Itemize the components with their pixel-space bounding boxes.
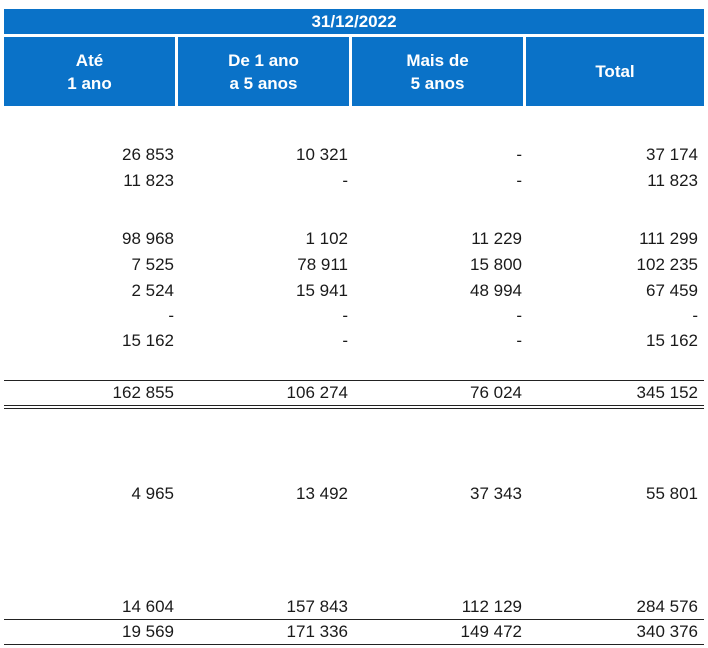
cell-mais-de-5-anos: 15 800 xyxy=(470,255,522,274)
cell-1-a-5-anos: - xyxy=(342,306,348,325)
table-row: 7 525 78 911 15 800 102 235 xyxy=(4,254,704,276)
cell-total: 67 459 xyxy=(646,281,698,300)
total-row: 19 569 171 336 149 472 340 376 xyxy=(4,621,704,643)
table-row: 4 965 13 492 37 343 55 801 xyxy=(4,483,704,505)
cell-ate-1-ano: 98 968 xyxy=(122,229,174,248)
cell-1-a-5-anos: 10 321 xyxy=(296,145,348,164)
column-header-line: a 5 anos xyxy=(229,73,298,93)
column-header-total: Total xyxy=(526,37,704,106)
cell-ate-1-ano: 14 604 xyxy=(122,597,174,616)
total-bottom-rule xyxy=(4,644,704,645)
cell-mais-de-5-anos: - xyxy=(516,171,522,190)
cell-ate-1-ano: 11 823 xyxy=(123,171,174,190)
cell-ate-1-ano: 26 853 xyxy=(122,145,174,164)
cell-mais-de-5-anos: - xyxy=(516,331,522,350)
cell-1-a-5-anos: 157 843 xyxy=(286,597,348,616)
column-header-line: 5 anos xyxy=(410,73,465,93)
column-header-1-a-5-anos: De 1 ano a 5 anos xyxy=(178,37,349,106)
subtotal-double-rule-2 xyxy=(4,408,704,409)
column-header-line: Total xyxy=(595,62,635,81)
cell-total: 55 801 xyxy=(646,484,698,503)
table-row: 98 968 1 102 11 229 111 299 xyxy=(4,228,704,250)
cell-total: 37 174 xyxy=(646,145,698,164)
cell-total: 11 823 xyxy=(647,171,698,190)
column-header-line: 1 ano xyxy=(67,73,112,93)
cell-mais-de-5-anos: 37 343 xyxy=(470,484,522,503)
column-header-line: Até xyxy=(75,50,104,70)
cell-1-a-5-anos: - xyxy=(342,331,348,350)
cell-total: 340 376 xyxy=(636,622,698,641)
cell-mais-de-5-anos: - xyxy=(516,306,522,325)
column-header-ate-1-ano: Até 1 ano xyxy=(4,37,175,106)
cell-1-a-5-anos: - xyxy=(342,171,348,190)
cell-total: 102 235 xyxy=(636,255,698,274)
cell-mais-de-5-anos: - xyxy=(516,145,522,164)
cell-mais-de-5-anos: 112 129 xyxy=(461,597,522,616)
cell-1-a-5-anos: 78 911 xyxy=(297,255,348,274)
cell-total: - xyxy=(692,306,698,325)
cell-ate-1-ano: 19 569 xyxy=(122,622,174,641)
cell-mais-de-5-anos: 149 472 xyxy=(460,622,522,641)
total-top-rule xyxy=(4,619,704,620)
cell-total: 284 576 xyxy=(636,597,698,616)
cell-ate-1-ano: 15 162 xyxy=(122,331,174,350)
cell-1-a-5-anos: 13 492 xyxy=(296,484,348,503)
table-row: 11 823 - - 11 823 xyxy=(4,170,704,192)
header-date: 31/12/2022 xyxy=(4,9,704,34)
cell-mais-de-5-anos: 76 024 xyxy=(470,383,522,402)
column-header-line: De 1 ano xyxy=(228,50,299,70)
cell-ate-1-ano: 162 855 xyxy=(112,383,174,402)
cell-total: 15 162 xyxy=(646,331,698,350)
table-row: 26 853 10 321 - 37 174 xyxy=(4,144,704,166)
cell-ate-1-ano: 4 965 xyxy=(131,484,174,503)
cell-1-a-5-anos: 106 274 xyxy=(286,383,348,402)
subtotal-top-rule xyxy=(4,380,704,381)
table-row: 2 524 15 941 48 994 67 459 xyxy=(4,280,704,302)
cell-1-a-5-anos: 15 941 xyxy=(296,281,348,300)
cell-ate-1-ano: 2 524 xyxy=(131,281,174,300)
column-header-mais-de-5-anos: Mais de 5 anos xyxy=(352,37,523,106)
cell-1-a-5-anos: 1 102 xyxy=(305,229,348,248)
subtotal-row: 162 855 106 274 76 024 345 152 xyxy=(4,382,704,404)
cell-mais-de-5-anos: 48 994 xyxy=(470,281,522,300)
cell-mais-de-5-anos: 11 229 xyxy=(471,229,522,248)
cell-ate-1-ano: 7 525 xyxy=(131,255,174,274)
table-row: 14 604 157 843 112 129 284 576 xyxy=(4,596,704,618)
cell-total: 111 299 xyxy=(639,229,698,248)
subtotal-double-rule-1 xyxy=(4,405,704,406)
cell-total: 345 152 xyxy=(636,383,698,402)
cell-1-a-5-anos: 171 336 xyxy=(286,622,348,641)
table-row: - - - - xyxy=(4,305,704,327)
cell-ate-1-ano: - xyxy=(168,306,174,325)
column-header-line: Mais de xyxy=(406,50,469,70)
table-row: 15 162 - - 15 162 xyxy=(4,330,704,352)
